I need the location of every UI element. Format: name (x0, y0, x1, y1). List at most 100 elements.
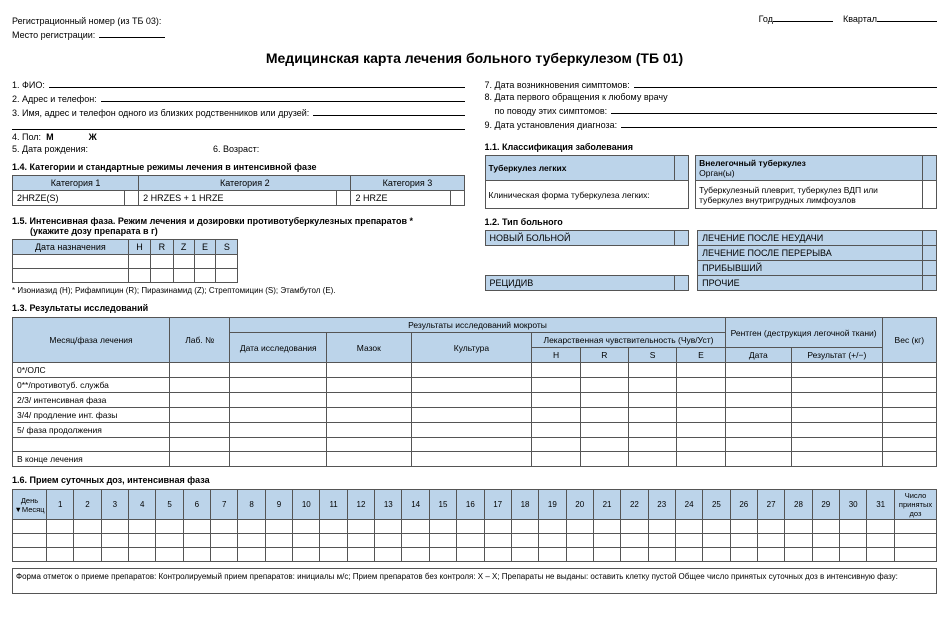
result-cell[interactable] (792, 423, 883, 438)
dose-cell[interactable] (621, 520, 648, 534)
result-cell[interactable] (580, 378, 628, 393)
dose-cell[interactable] (211, 548, 238, 562)
result-cell[interactable] (411, 438, 532, 452)
result-cell[interactable] (677, 423, 725, 438)
s11-r-chk[interactable] (923, 156, 937, 181)
ir1c1[interactable] (13, 255, 129, 269)
result-cell[interactable] (628, 438, 676, 452)
dose-cell[interactable] (648, 548, 675, 562)
cat1-check[interactable] (125, 191, 139, 206)
result-cell[interactable] (882, 363, 936, 378)
result-cell[interactable] (230, 363, 327, 378)
dose-cell[interactable] (484, 548, 511, 562)
result-cell[interactable] (170, 423, 230, 438)
dose-cell[interactable] (320, 534, 347, 548)
result-cell[interactable] (327, 452, 412, 467)
dose-cell[interactable] (265, 534, 292, 548)
dose-cell[interactable] (511, 520, 538, 534)
dose-cell[interactable] (402, 534, 429, 548)
dose-cell[interactable] (457, 548, 484, 562)
dose-cell[interactable] (675, 520, 702, 534)
dose-cell[interactable] (895, 520, 937, 534)
result-cell[interactable] (532, 438, 580, 452)
result-cell[interactable] (792, 363, 883, 378)
rel-field[interactable] (313, 106, 464, 116)
dose-cell[interactable] (265, 548, 292, 562)
result-cell[interactable] (411, 452, 532, 467)
result-cell[interactable] (170, 378, 230, 393)
dose-cell[interactable] (785, 520, 812, 534)
result-cell[interactable] (327, 438, 412, 452)
result-cell[interactable] (532, 408, 580, 423)
result-cell[interactable] (882, 393, 936, 408)
dose-cell[interactable] (511, 534, 538, 548)
dose-cell[interactable] (675, 548, 702, 562)
dose-cell[interactable] (429, 520, 456, 534)
result-cell[interactable] (628, 408, 676, 423)
dose-cell[interactable] (484, 520, 511, 534)
dose-cell[interactable] (238, 534, 265, 548)
result-cell[interactable] (677, 452, 725, 467)
result-cell[interactable] (628, 423, 676, 438)
dose-cell[interactable] (183, 520, 210, 534)
dose-cell[interactable] (101, 548, 128, 562)
result-cell[interactable] (411, 363, 532, 378)
result-cell[interactable] (725, 408, 791, 423)
dose-cell[interactable] (375, 534, 402, 548)
dose-cell[interactable] (812, 520, 839, 534)
dose-cell[interactable] (566, 548, 593, 562)
dose-cell[interactable] (839, 520, 866, 534)
dose-cell[interactable] (347, 520, 374, 534)
dose-cell[interactable] (293, 520, 320, 534)
result-cell[interactable] (725, 423, 791, 438)
t-r2c[interactable] (923, 261, 937, 276)
dose-cell[interactable] (785, 548, 812, 562)
dose-cell[interactable] (47, 534, 74, 548)
dose-cell[interactable] (593, 520, 620, 534)
addr-field[interactable] (101, 92, 465, 102)
dose-cell[interactable] (47, 520, 74, 534)
result-cell[interactable] (411, 378, 532, 393)
dose-cell[interactable] (730, 548, 757, 562)
dose-cell[interactable] (156, 520, 183, 534)
result-cell[interactable] (532, 378, 580, 393)
result-cell[interactable] (532, 363, 580, 378)
result-cell[interactable] (580, 393, 628, 408)
f8-field[interactable] (611, 104, 937, 114)
result-cell[interactable] (327, 423, 412, 438)
dose-cell[interactable] (211, 534, 238, 548)
dose-cell[interactable] (101, 534, 128, 548)
dose-cell[interactable] (648, 534, 675, 548)
dose-cell[interactable] (511, 548, 538, 562)
result-cell[interactable] (792, 378, 883, 393)
dose-cell[interactable] (13, 548, 47, 562)
dose-cell[interactable] (129, 548, 156, 562)
t-r0c[interactable] (923, 231, 937, 246)
dose-cell[interactable] (429, 548, 456, 562)
dose-cell[interactable] (484, 534, 511, 548)
result-cell[interactable] (580, 452, 628, 467)
dose-cell[interactable] (593, 548, 620, 562)
dose-cell[interactable] (867, 520, 895, 534)
ir2c1[interactable] (13, 269, 129, 283)
dose-cell[interactable] (539, 534, 566, 548)
f7-field[interactable] (634, 78, 937, 88)
result-cell[interactable] (230, 438, 327, 452)
dose-cell[interactable] (347, 534, 374, 548)
result-cell[interactable] (725, 438, 791, 452)
dose-cell[interactable] (320, 548, 347, 562)
result-cell[interactable] (411, 408, 532, 423)
dose-cell[interactable] (375, 548, 402, 562)
result-cell[interactable] (580, 408, 628, 423)
dose-cell[interactable] (621, 534, 648, 548)
quarter-field[interactable] (877, 12, 937, 22)
dose-cell[interactable] (867, 534, 895, 548)
dose-cell[interactable] (293, 534, 320, 548)
dose-cell[interactable] (375, 520, 402, 534)
dose-cell[interactable] (13, 534, 47, 548)
result-cell[interactable] (677, 408, 725, 423)
dose-cell[interactable] (457, 534, 484, 548)
dose-cell[interactable] (539, 520, 566, 534)
dose-cell[interactable] (675, 534, 702, 548)
dose-cell[interactable] (757, 548, 784, 562)
